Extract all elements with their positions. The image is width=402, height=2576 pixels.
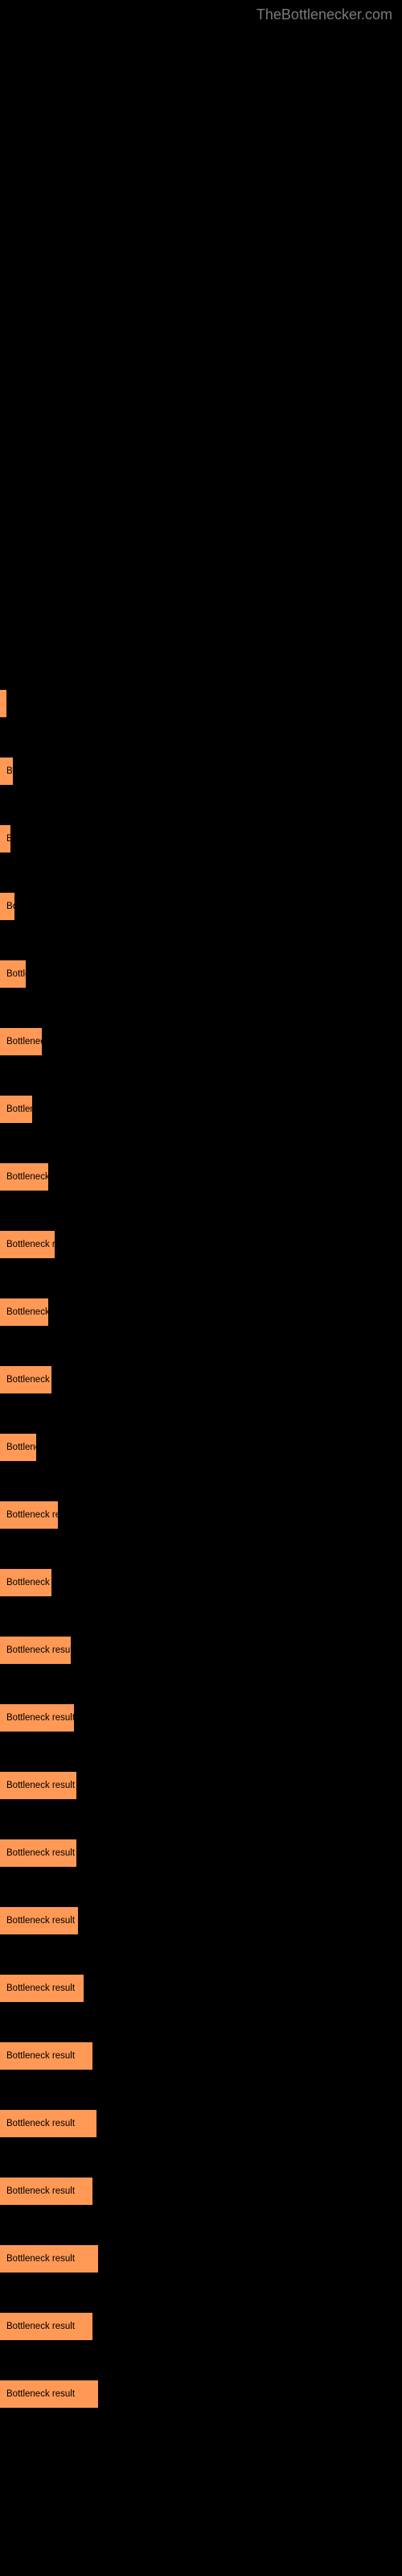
bar-label: Bottleneck result <box>6 1240 55 1249</box>
bar-label: Bottleneck result <box>6 2186 75 2196</box>
bottleneck-bar: Bottleneck result <box>0 1231 55 1258</box>
bar-row: Bottleneck result <box>0 2297 402 2364</box>
bar-row: Bottleneck resu <box>0 1553 402 1620</box>
bottleneck-bar: Bottleneck resu <box>0 1366 51 1393</box>
bottleneck-bar: Bottleneck r <box>0 1028 42 1055</box>
bottleneck-bar: Bottleneck res <box>0 1298 48 1326</box>
bottleneck-bar: Bottleneck result <box>0 1839 76 1867</box>
bottleneck-bar: Bo <box>0 893 14 920</box>
bar-row: Bottleneck result <box>0 2094 402 2161</box>
bar-label: Bottleneck result <box>6 1510 58 1520</box>
bottleneck-bar: Bottleneck result <box>0 1704 74 1732</box>
bar-row: Bottleneck result <box>0 2026 402 2094</box>
bar-row: Bottleneck result <box>0 1688 402 1756</box>
bottleneck-bar: Bottleneck result <box>0 2178 92 2205</box>
bar-row: Bottleneck result <box>0 1620 402 1688</box>
bottleneck-bar <box>0 690 6 717</box>
bottleneck-bar: Bottleneck result <box>0 1501 58 1529</box>
bottleneck-bar: Bottleneck resu <box>0 1569 51 1596</box>
bottleneck-bar: Bottleneck result <box>0 2245 98 2273</box>
bar-label: Bottlene <box>6 1104 32 1114</box>
bar-row: Bottleneck r <box>0 1012 402 1080</box>
bar-label: Bottleneck result <box>6 2119 75 2128</box>
bar-label: Bottleneck r <box>6 1037 42 1046</box>
bar-label: B <box>6 834 10 844</box>
bar-label: Bottleneck res <box>6 1172 48 1182</box>
bar-row: Bottleneck res <box>0 1147 402 1215</box>
bottleneck-bar: Bottleneck result <box>0 1975 84 2002</box>
bar-row: Bottleneck res <box>0 1282 402 1350</box>
bottleneck-bar: Bottleneck <box>0 1434 36 1461</box>
bar-row: B <box>0 741 402 809</box>
bottleneck-bar: Bottleneck result <box>0 2380 98 2408</box>
header: TheBottlenecker.com <box>0 0 402 30</box>
bottleneck-bar: Bottleneck result <box>0 1637 71 1664</box>
bar-label: Bottleneck result <box>6 2254 75 2264</box>
bar-row: Bottleneck result <box>0 1485 402 1553</box>
bar-label: Bottleneck <box>6 1443 36 1452</box>
bottleneck-bar: Bottleneck result <box>0 1772 76 1799</box>
bar-label: Bottleneck resu <box>6 1375 51 1385</box>
bottleneck-chart: B B Bo Bottlen Bottleneck r Bottlene Bottlenec… <box>0 674 402 2432</box>
bar-label: Bottleneck result <box>6 2322 75 2331</box>
bar-row: Bottleneck result <box>0 2229 402 2297</box>
bar-row: Bottleneck <box>0 1418 402 1485</box>
bar-row: B <box>0 809 402 877</box>
bar-label: Bottlen <box>6 969 26 979</box>
bottleneck-bar: Bottleneck result <box>0 1907 78 1934</box>
bar-row: Bottleneck result <box>0 2161 402 2229</box>
bar-row: Bottleneck result <box>0 1823 402 1891</box>
bottleneck-bar: Bottlene <box>0 1096 32 1123</box>
bar-row: Bottleneck result <box>0 2364 402 2432</box>
bottleneck-bar: B <box>0 825 10 852</box>
spacer-top <box>0 30 402 674</box>
bar-row: Bottleneck resu <box>0 1350 402 1418</box>
bottleneck-bar: Bottlen <box>0 960 26 988</box>
bottleneck-bar: Bottleneck result <box>0 2313 92 2340</box>
bottleneck-bar: Bottleneck res <box>0 1163 48 1191</box>
bar-label: Bottleneck resu <box>6 1578 51 1587</box>
bar-label: Bottleneck result <box>6 1781 75 1790</box>
bar-label: Bottleneck result <box>6 1916 75 1926</box>
bar-label: Bo <box>6 902 14 911</box>
bar-label: Bottleneck result <box>6 1713 74 1723</box>
bottleneck-bar: B <box>0 758 13 785</box>
bar-row <box>0 674 402 741</box>
bar-row: Bottlene <box>0 1080 402 1147</box>
site-title: TheBottlenecker.com <box>256 6 392 23</box>
bar-label: Bottleneck result <box>6 2389 75 2399</box>
bar-label: Bottleneck result <box>6 2051 75 2061</box>
bar-label: Bottleneck result <box>6 1848 75 1858</box>
bar-row: Bottleneck result <box>0 1891 402 1959</box>
bar-row: Bottleneck result <box>0 1215 402 1282</box>
bar-label: Bottleneck result <box>6 1984 75 1993</box>
bar-row: Bottlen <box>0 944 402 1012</box>
bottleneck-bar: Bottleneck result <box>0 2042 92 2070</box>
bar-row: Bottleneck result <box>0 1959 402 2026</box>
bar-label: Bottleneck result <box>6 1645 71 1655</box>
bar-label: Bottleneck res <box>6 1307 48 1317</box>
bar-row: Bo <box>0 877 402 944</box>
bar-row: Bottleneck result <box>0 1756 402 1823</box>
bottleneck-bar: Bottleneck result <box>0 2110 96 2137</box>
bar-label: B <box>6 766 13 776</box>
